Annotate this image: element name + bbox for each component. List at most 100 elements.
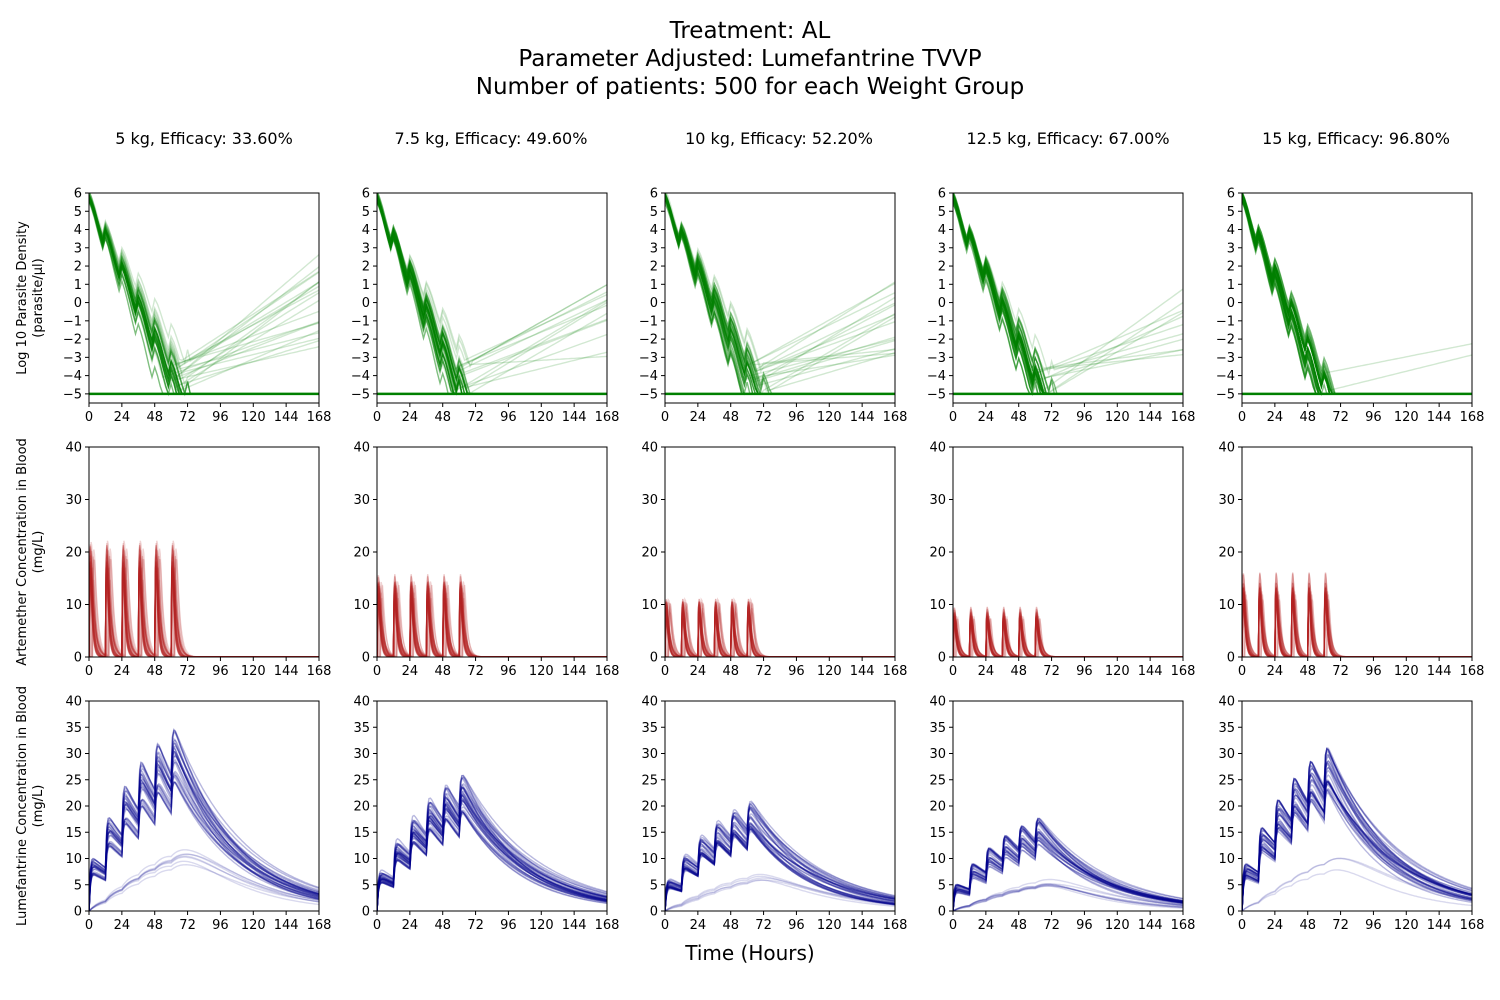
- y-tick-label: −3: [351, 351, 370, 366]
- patient-line: [89, 747, 319, 911]
- patient-line: [1242, 198, 1472, 395]
- patient-line: [377, 590, 607, 657]
- figure-title-line-1: Treatment: AL: [669, 18, 831, 44]
- x-tick-label: 96: [1365, 918, 1382, 933]
- patient-line: [89, 566, 319, 657]
- x-tick-label: 0: [661, 918, 669, 933]
- patient-line: [89, 555, 319, 657]
- y-tick-label: 5: [650, 205, 658, 220]
- x-tick-label: 24: [1267, 410, 1284, 425]
- patient-line: [953, 839, 1183, 911]
- patient-line: [665, 193, 895, 395]
- patient-line: [665, 199, 895, 371]
- x-tick-label: 168: [595, 410, 620, 425]
- patient-line: [665, 196, 895, 395]
- patient-line: [953, 831, 1183, 911]
- patient-line: [377, 598, 607, 657]
- patient-line: [89, 548, 319, 657]
- patient-line: [953, 193, 1183, 395]
- panel-lumefantrine-col-5: 0 24 48 72 96 120 144 168 0 5 10 15 20 25 30 35 40: [1218, 695, 1484, 934]
- y-tick-label: −3: [1216, 351, 1235, 366]
- patient-line: [1242, 588, 1472, 657]
- patient-line: [377, 587, 607, 657]
- patient-line: [953, 195, 1183, 394]
- patient-line: [1242, 592, 1472, 657]
- series-lines-artemether-col-3: [665, 596, 895, 657]
- patient-line: [665, 611, 895, 657]
- patient-line: [1242, 760, 1472, 911]
- patient-line: [1242, 601, 1472, 657]
- patient-line: [377, 602, 607, 657]
- patient-line: [1242, 747, 1472, 911]
- patient-line: [953, 885, 1183, 911]
- patient-line: [89, 568, 319, 657]
- x-tick-label: 0: [949, 664, 957, 679]
- y-tick-label: −5: [927, 387, 946, 402]
- y-tick-label: −1: [639, 314, 658, 329]
- patient-line: [377, 591, 607, 657]
- patient-line: [665, 601, 895, 657]
- patient-line: [665, 609, 895, 657]
- patient-line: [1242, 199, 1472, 395]
- patient-line: [377, 806, 607, 911]
- patient-line: [1242, 593, 1472, 657]
- x-tick-label: 96: [500, 410, 517, 425]
- patient-line: [665, 808, 895, 911]
- patient-line: [953, 615, 1183, 657]
- patient-line: [1242, 196, 1472, 395]
- y-tick-label: 2: [938, 260, 946, 275]
- patient-line: [665, 197, 895, 395]
- patient-line: [377, 777, 607, 911]
- x-tick-label: 72: [1332, 410, 1349, 425]
- patient-line: [665, 598, 895, 657]
- patient-line: [1242, 599, 1472, 657]
- patient-line: [1242, 597, 1472, 657]
- axes-frame: [952, 192, 1184, 404]
- patient-line: [89, 545, 319, 657]
- y-tick-label: 5: [74, 878, 82, 893]
- y-tick-label: 25: [641, 773, 658, 788]
- patient-line: [665, 879, 895, 911]
- figure-title-line-2: Parameter Adjusted: Lumefantrine TVVP: [518, 46, 981, 72]
- series-lines-parasite-col-4: [953, 193, 1183, 397]
- patient-line: [665, 611, 895, 657]
- y-tick-label: 5: [362, 205, 370, 220]
- patient-line: [89, 853, 319, 911]
- patient-line: [377, 582, 607, 657]
- patient-line: [89, 556, 319, 657]
- patient-line: [953, 821, 1183, 911]
- patient-line: [665, 825, 895, 911]
- patient-line: [1242, 789, 1472, 911]
- y-tick-label: 15: [65, 826, 82, 841]
- patient-line: [953, 843, 1183, 911]
- patient-line: [665, 620, 895, 657]
- patient-line: [665, 193, 895, 366]
- patient-line: [89, 200, 319, 390]
- patient-line: [1242, 597, 1472, 657]
- x-tick-label: 72: [467, 918, 484, 933]
- column-title-7-5kg: 7.5 kg, Efficacy: 49.60%: [395, 129, 588, 148]
- patient-line: [1242, 594, 1472, 657]
- series-lines-parasite-col-1: [89, 193, 319, 397]
- y-tick-label: −4: [639, 369, 658, 384]
- patient-line: [665, 877, 895, 911]
- patient-line: [665, 607, 895, 657]
- patient-line: [1242, 755, 1472, 911]
- patient-line: [665, 601, 895, 657]
- patient-line: [89, 571, 319, 657]
- patient-line: [377, 598, 607, 657]
- patient-line: [665, 199, 895, 395]
- x-tick-label: 120: [1105, 918, 1130, 933]
- patient-line: [89, 729, 319, 911]
- y-tick-label: 35: [1218, 721, 1235, 736]
- y-tick-label: 40: [641, 695, 658, 710]
- patient-line: [953, 819, 1183, 911]
- patient-line: [1242, 574, 1472, 657]
- patient-line: [377, 581, 607, 657]
- patient-line: [953, 612, 1183, 657]
- x-tick-label: 96: [788, 664, 805, 679]
- y-tick-label: −4: [1216, 369, 1235, 384]
- x-tick-label: 24: [690, 410, 707, 425]
- x-tick-label: 168: [595, 918, 620, 933]
